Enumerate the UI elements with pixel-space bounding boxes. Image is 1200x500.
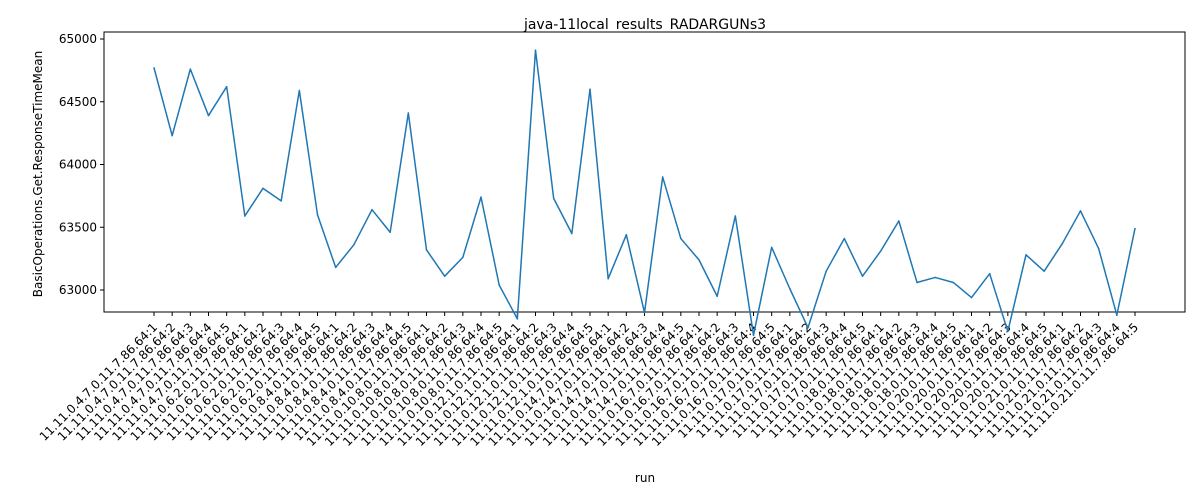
chart-title: java-11local_results_RADARGUNs3 [523, 17, 766, 33]
data-point [861, 275, 864, 277]
data-point [462, 256, 464, 259]
data-point [752, 334, 755, 336]
data-point [1097, 247, 1100, 250]
y-tick-label: 64000 [59, 158, 97, 172]
data-point [898, 220, 900, 222]
data-point [189, 68, 192, 70]
data-point [716, 295, 718, 298]
data-point [1025, 254, 1027, 256]
data-point [1061, 242, 1064, 245]
series-line [153, 49, 1136, 336]
data-point [443, 275, 446, 277]
data-point [1079, 210, 1082, 212]
data-point [407, 112, 410, 114]
data-point [1134, 227, 1136, 230]
data-point [480, 196, 482, 198]
data-point [353, 244, 355, 246]
data-point [807, 326, 809, 329]
data-point [280, 200, 282, 202]
data-point [970, 296, 973, 299]
data-point [389, 231, 391, 234]
y-axis-label: BasicOperations.Get.ResponseTimeMean [31, 51, 45, 297]
data-point [225, 85, 228, 88]
y-tick-label: 63000 [59, 283, 97, 297]
data-point [916, 281, 918, 284]
data-point [1116, 314, 1118, 316]
data-point [316, 213, 319, 216]
data-point [571, 232, 573, 235]
data-point [153, 67, 155, 69]
x-axis-label: run [635, 471, 655, 485]
data-point [1007, 330, 1009, 333]
plot-area: 630006350064000645006500011.11.0.4.7.0.1… [37, 31, 1186, 449]
data-point [298, 89, 301, 92]
data-point [207, 114, 210, 117]
data-point [607, 277, 609, 280]
data-point [643, 311, 646, 314]
data-point [589, 88, 591, 90]
data-point [625, 234, 628, 236]
data-point [680, 237, 682, 240]
data-point [934, 276, 936, 279]
data-point [734, 215, 737, 217]
data-point [171, 134, 173, 137]
data-point [843, 237, 846, 240]
data-point [661, 176, 664, 178]
data-point [534, 49, 537, 52]
data-point [371, 208, 373, 211]
data-point [770, 246, 773, 249]
data-point [988, 272, 991, 275]
y-tick-label: 63500 [59, 220, 97, 234]
data-point [789, 287, 791, 290]
data-point [516, 318, 519, 320]
data-point [425, 249, 428, 251]
data-point [262, 187, 264, 190]
data-point [1043, 270, 1045, 272]
data-point [334, 266, 337, 269]
data-point [244, 215, 246, 217]
data-point [825, 270, 827, 272]
y-tick-label: 64500 [59, 95, 97, 109]
data-point [552, 197, 555, 200]
data-point [698, 259, 700, 261]
data-point [952, 281, 955, 284]
data-point [879, 250, 882, 252]
data-point [498, 284, 500, 286]
y-tick-label: 65000 [59, 32, 97, 46]
